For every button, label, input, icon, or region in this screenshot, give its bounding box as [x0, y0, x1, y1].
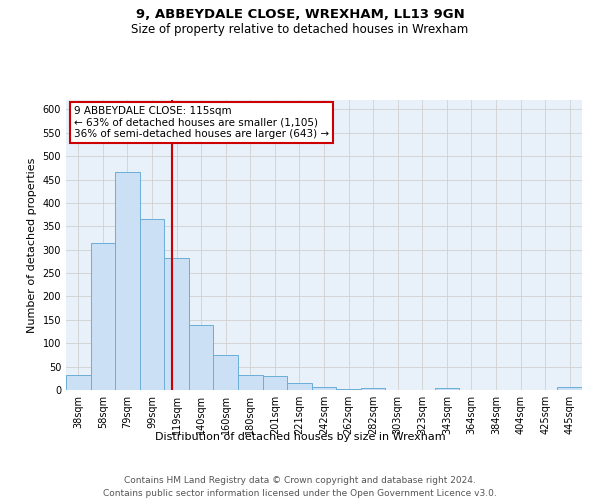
Text: Distribution of detached houses by size in Wrexham: Distribution of detached houses by size … [155, 432, 445, 442]
Bar [361, 388, 385, 390]
Bar [214, 355, 238, 390]
Text: Contains HM Land Registry data © Crown copyright and database right 2024.
Contai: Contains HM Land Registry data © Crown c… [103, 476, 497, 498]
Text: Size of property relative to detached houses in Wrexham: Size of property relative to detached ho… [131, 22, 469, 36]
Bar [164, 258, 189, 390]
Bar [140, 220, 164, 390]
Bar [263, 376, 287, 390]
Bar [287, 382, 312, 390]
Bar [238, 374, 263, 390]
Bar [91, 242, 115, 390]
Bar [312, 386, 336, 390]
Text: 9, ABBEYDALE CLOSE, WREXHAM, LL13 9GN: 9, ABBEYDALE CLOSE, WREXHAM, LL13 9GN [136, 8, 464, 20]
Bar [115, 172, 140, 390]
Y-axis label: Number of detached properties: Number of detached properties [27, 158, 37, 332]
Text: 9 ABBEYDALE CLOSE: 115sqm
← 63% of detached houses are smaller (1,105)
36% of se: 9 ABBEYDALE CLOSE: 115sqm ← 63% of detac… [74, 106, 329, 139]
Bar [557, 387, 582, 390]
Bar [434, 388, 459, 390]
Bar [336, 388, 361, 390]
Bar [189, 324, 214, 390]
Bar [66, 374, 91, 390]
